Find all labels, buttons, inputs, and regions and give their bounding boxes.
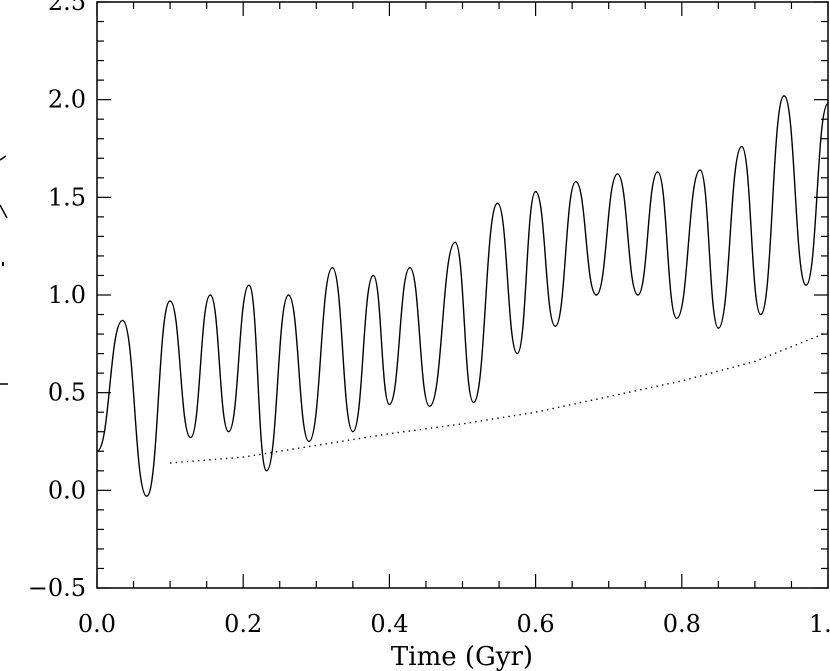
y-tick-label: 0.5	[48, 379, 86, 407]
series-solid-line	[96, 95, 829, 497]
axis-ticks	[96, 1, 829, 589]
y-axis-title-fragment	[0, 155, 8, 385]
x-tick-label: 0.0	[78, 610, 116, 638]
x-tick-label: 1.0	[809, 610, 830, 638]
x-tick-label: 0.8	[663, 610, 701, 638]
tick-labels: 0.0 0.2 0.4 0.6 0.8 1.0 −0.5 0.0 0.5 1.0 1.5 2.0 2.5	[28, 0, 830, 638]
x-tick-label: 0.2	[224, 610, 262, 638]
y-tick-label: 2.0	[48, 86, 86, 114]
y-tick-label: 0.0	[48, 476, 86, 504]
series-dotted-line	[170, 331, 829, 464]
y-tick-label: −0.5	[28, 574, 86, 602]
x-tick-label: 0.6	[517, 610, 555, 638]
x-axis-title: Time (Gyr)	[391, 642, 533, 671]
y-tick-label: 1.0	[48, 281, 86, 309]
x-tick-label: 0.4	[370, 610, 408, 638]
series-layer	[96, 95, 829, 497]
y-tick-label: 2.5	[48, 0, 86, 16]
y-tick-label: 1.5	[48, 183, 86, 211]
